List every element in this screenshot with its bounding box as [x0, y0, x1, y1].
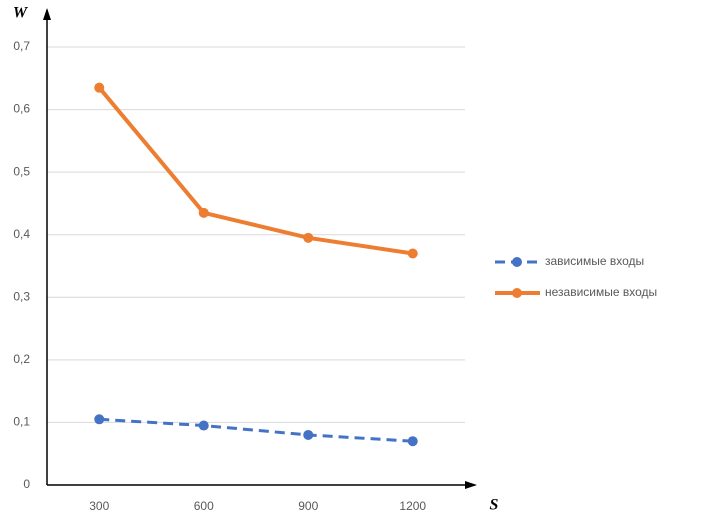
series-line — [97, 86, 414, 256]
point — [303, 232, 314, 243]
series-line — [99, 417, 413, 443]
legend-label: зависимые входы — [545, 254, 644, 268]
x-axis-title: S — [490, 497, 499, 514]
legend-marker — [512, 288, 522, 298]
y-tick-label: 0,6 — [13, 102, 30, 116]
point — [303, 429, 314, 440]
x-tick-label: 300 — [89, 499, 109, 513]
point — [94, 414, 105, 425]
point — [407, 436, 418, 447]
y-tick-label: 0,3 — [13, 289, 30, 303]
y-tick-label: 0,5 — [13, 164, 30, 178]
y-tick-label: 0 — [23, 477, 30, 491]
y-tick-label: 0,7 — [13, 39, 30, 53]
y-tick-label: 0,2 — [13, 352, 30, 366]
y-axis-title: W — [13, 5, 29, 22]
point — [407, 248, 418, 259]
legend-label: независимые входы — [545, 285, 657, 299]
x-axis-arrow — [465, 481, 477, 489]
point — [198, 207, 209, 218]
point — [198, 420, 209, 431]
point — [94, 82, 105, 93]
y-tick-label: 0,1 — [13, 415, 30, 429]
legend-marker — [512, 257, 522, 267]
x-tick-label: 900 — [298, 499, 318, 513]
x-tick-label: 600 — [194, 499, 214, 513]
y-axis-arrow — [43, 8, 51, 20]
x-tick-label: 1200 — [399, 499, 426, 513]
y-tick-label: 0,4 — [13, 227, 30, 241]
